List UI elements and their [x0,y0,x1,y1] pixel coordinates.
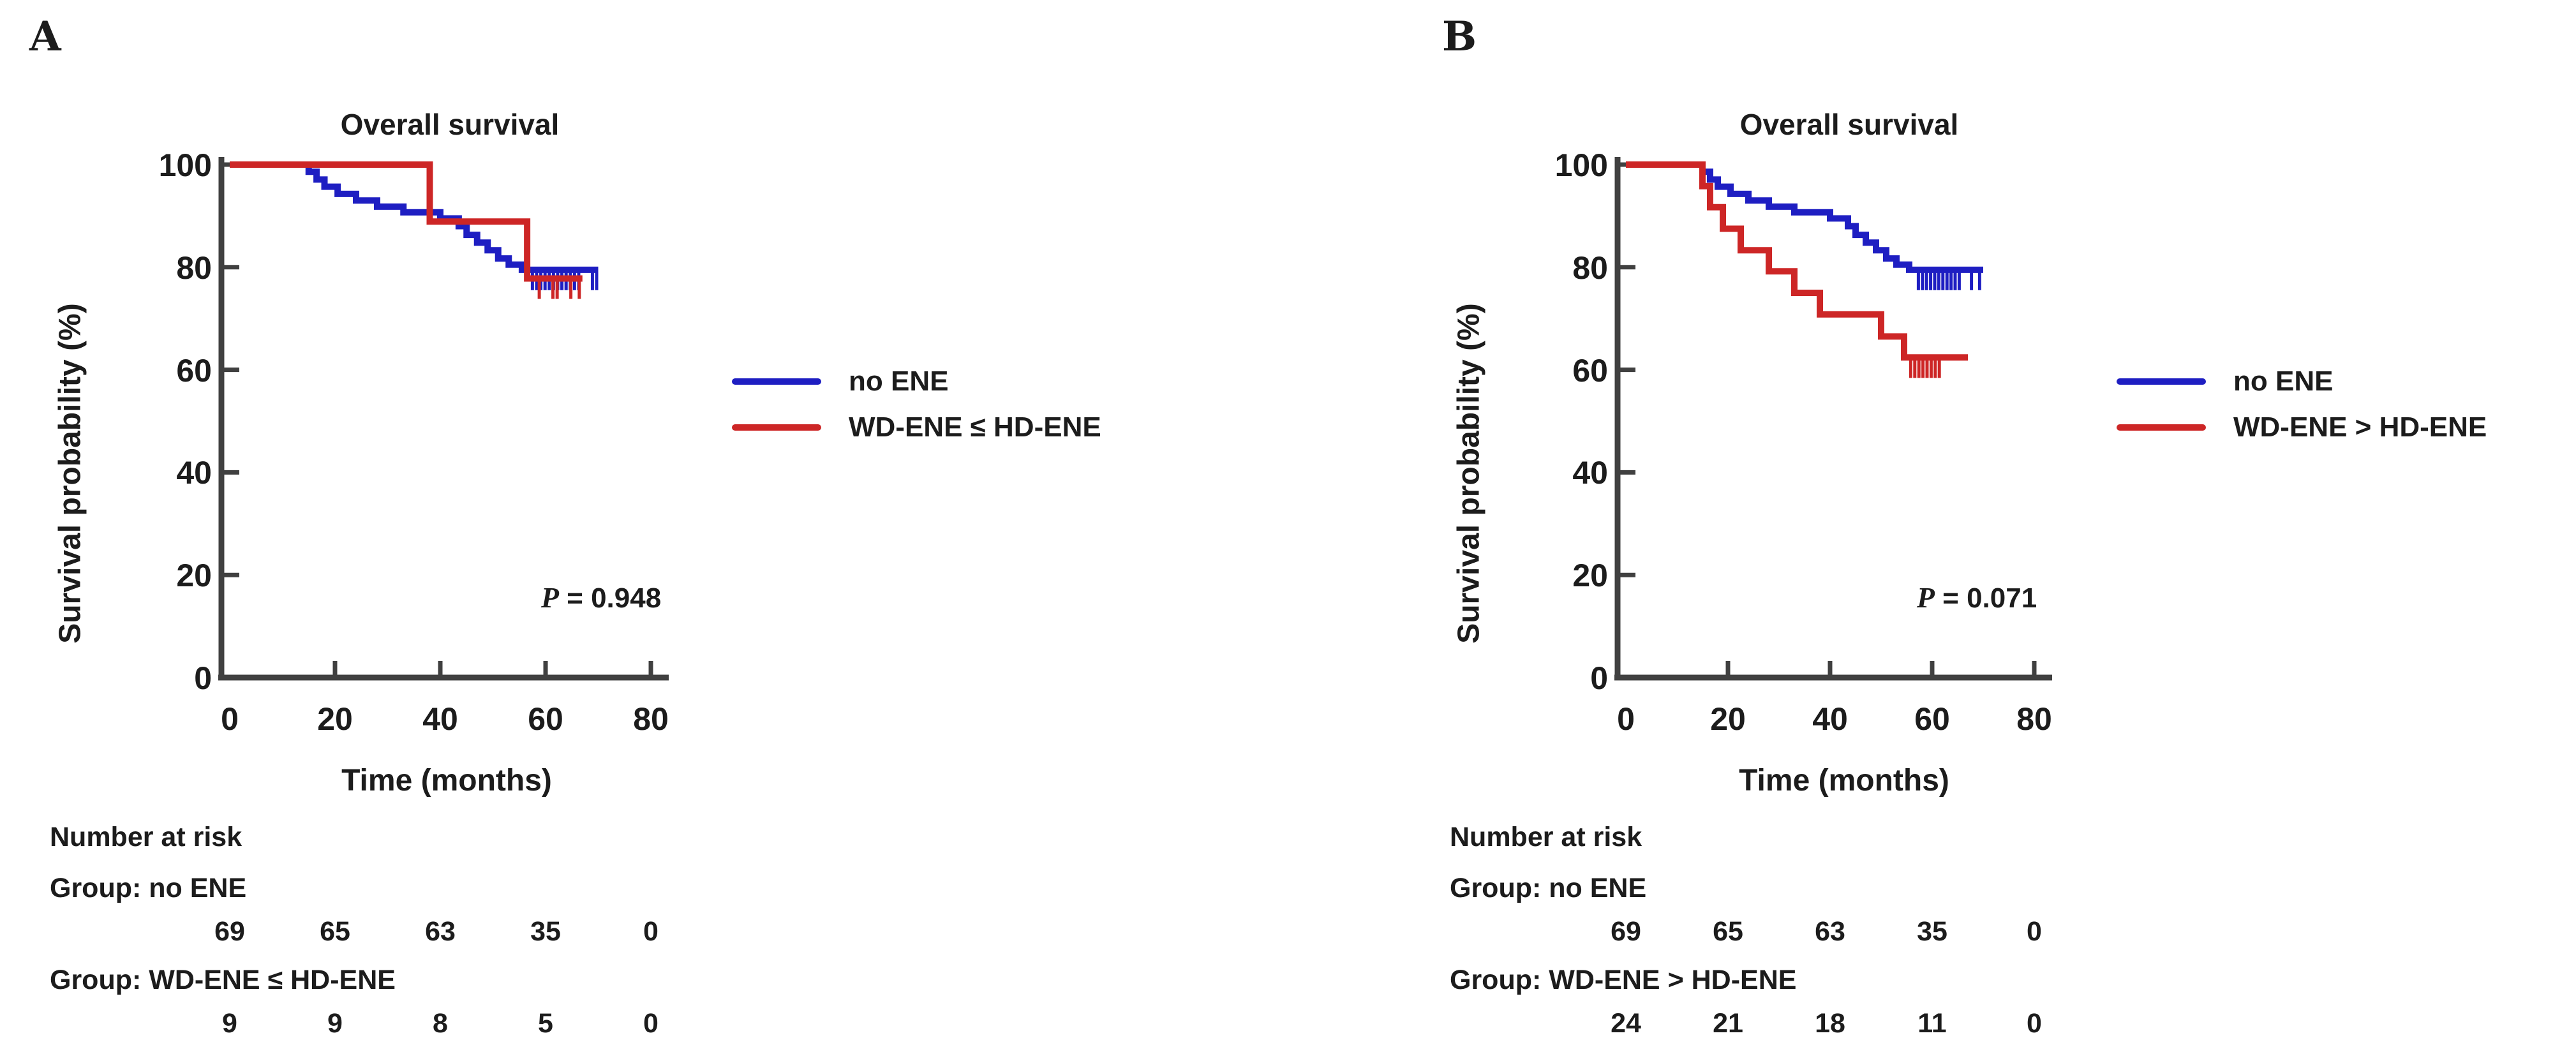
risk-count: 65 [320,916,350,947]
km-curve [230,161,599,273]
risk-count: 21 [1713,1008,1743,1039]
x-tick-label: 0 [1617,701,1635,737]
y-tick-label: 40 [1572,455,1608,491]
panel-a-risk-group2-counts: 9 9 8 5 0 [191,1008,702,1040]
risk-count: 63 [1815,916,1845,947]
panel-a-title: Overall survival [340,108,560,141]
panel-b-p-value: P = 0.071 [1917,581,2037,614]
y-tick-label: 0 [1590,660,1608,696]
x-tick-label: 60 [528,701,563,737]
risk-count: 9 [222,1008,237,1039]
risk-count: 18 [1815,1008,1845,1039]
km-curve [1626,161,1968,361]
y-tick-label: 60 [1572,352,1608,389]
panel-a-risk-group1-label: Group: no ENE [50,873,247,903]
panel-a-number-at-risk-heading: Number at risk [50,822,242,852]
risk-count: 69 [1611,916,1641,947]
panel-b-risk-group1-counts: 69 65 63 35 0 [1588,916,2098,948]
panel-a-legend-line-no-ene [732,378,821,385]
panel-b-letter: B [1442,13,1477,61]
x-tick-label: 0 [221,701,239,737]
x-tick-label: 80 [633,701,669,737]
panel-a-p-value: P = 0.948 [541,581,661,614]
km-curve [230,161,583,282]
y-tick-label: 100 [158,147,212,183]
risk-count: 8 [433,1008,448,1039]
x-tick-label: 40 [1812,701,1848,737]
y-tick-label: 60 [176,352,212,389]
panel-a-letter: A [29,13,61,61]
risk-count: 35 [1917,916,1947,947]
panel-b-risk-group2-counts: 24 21 18 11 0 [1588,1008,2098,1040]
panel-a-legend-line-wd-ene [732,424,821,431]
y-tick-label: 20 [176,558,212,594]
x-tick-label: 40 [422,701,458,737]
panel-b-legend-line-no-ene [2117,378,2206,385]
panel-a-risk-group2-label: Group: WD-ENE ≤ HD-ENE [50,965,396,995]
y-tick-label: 20 [1572,558,1608,594]
panel-b-title: Overall survival [1739,108,1959,141]
risk-count: 0 [643,1008,659,1039]
panel-b-legend-line-wd-ene [2117,424,2206,431]
panel-b-km-plot [1614,157,2052,681]
risk-count: 0 [643,916,659,947]
risk-count: 0 [2027,1008,2042,1039]
panel-b-legend-label-wd-ene: WD-ENE > HD-ENE [2233,412,2487,443]
risk-count: 63 [425,916,456,947]
panel-b-p-text: = 0.071 [1934,582,2037,614]
y-tick-label: 0 [194,660,212,696]
panel-b-number-at-risk-heading: Number at risk [1450,822,1642,852]
x-tick-label: 80 [2016,701,2052,737]
panel-a-legend-label-wd-ene: WD-ENE ≤ HD-ENE [849,412,1101,443]
panel-a-risk-group1-counts: 69 65 63 35 0 [191,916,702,948]
risk-count: 69 [214,916,245,947]
risk-count: 35 [530,916,561,947]
panel-b-risk-group1-label: Group: no ENE [1450,873,1647,903]
x-tick-label: 20 [317,701,353,737]
risk-count: 11 [1917,1008,1947,1039]
panel-b-x-axis-label: Time (months) [1739,764,1949,798]
panel-b-p-symbol: P [1916,581,1935,614]
km-curve [1626,161,1983,273]
risk-count: 0 [2027,916,2042,947]
risk-count: 9 [327,1008,343,1039]
y-tick-label: 100 [1554,147,1608,183]
y-tick-label: 40 [176,455,212,491]
y-tick-label: 80 [176,249,212,286]
risk-count: 5 [538,1008,553,1039]
y-tick-label: 80 [1572,249,1608,286]
panel-a-legend-label-no-ene: no ENE [849,366,949,397]
panel-a-p-text: = 0.948 [558,582,662,614]
risk-count: 24 [1611,1008,1641,1039]
panel-a-km-plot [218,157,669,681]
x-tick-label: 20 [1710,701,1746,737]
x-tick-label: 60 [1914,701,1950,737]
panel-b-risk-group2-label: Group: WD-ENE > HD-ENE [1450,965,1797,995]
panel-a-x-axis-label: Time (months) [341,764,552,798]
panel-b-legend-label-no-ene: no ENE [2233,366,2334,397]
risk-count: 65 [1713,916,1743,947]
panel-a-p-symbol: P [540,581,559,614]
